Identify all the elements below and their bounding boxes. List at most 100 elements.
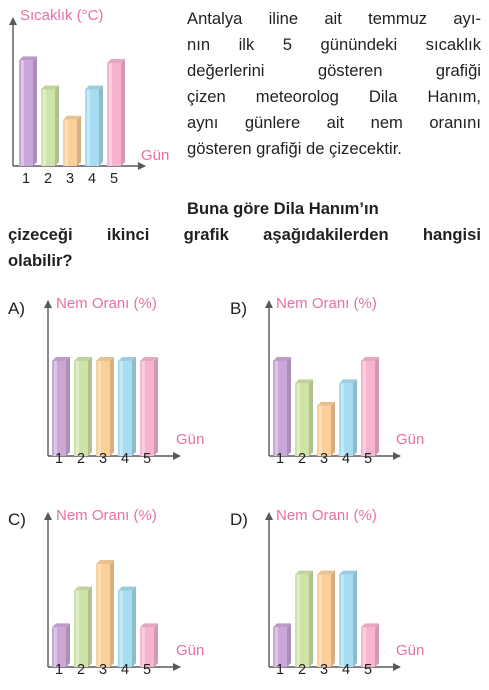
bar-sicaklik-5	[107, 63, 121, 166]
option-label: A)	[8, 299, 25, 318]
y-axis-arrow	[265, 300, 273, 308]
x-tick-label: 1	[275, 662, 285, 678]
bar-side-B-2	[309, 379, 313, 456]
bar-A-2	[74, 360, 88, 456]
intro-line: aynı günlere ait nem oranını	[187, 113, 481, 132]
bar-highlight-sicaklik-1	[21, 60, 24, 166]
bar-highlight-B-1	[275, 360, 278, 456]
x-axis-label: Gün	[396, 431, 425, 448]
bar-top-C-3	[96, 560, 114, 565]
bar-highlight-C-3	[98, 564, 101, 667]
chart-title: Nem Oranı (%)	[56, 295, 157, 312]
bar-side-B-3	[331, 401, 335, 456]
bar-highlight-A-4	[120, 360, 123, 456]
bar-top-C-4	[118, 586, 136, 591]
bar-top-B-2	[295, 379, 313, 384]
bar-top-D-1	[273, 623, 291, 628]
x-tick-label: 5	[363, 662, 373, 678]
bar-side-A-5	[154, 356, 158, 456]
chart-title: Sıcaklık (°C)	[20, 7, 104, 24]
intro-line: Antalya iline ait temmuz ayı-	[187, 9, 481, 28]
x-tick-label: 2	[297, 662, 307, 678]
bar-sicaklik-2	[41, 89, 55, 166]
x-tick-label: 5	[363, 451, 373, 467]
y-axis-arrow	[44, 300, 52, 308]
bar-top-D-4	[339, 570, 357, 575]
bar-highlight-D-3	[319, 574, 322, 667]
bar-side-sicaklik-4	[99, 85, 103, 166]
bar-B-1	[273, 360, 287, 456]
x-tick-label: 3	[319, 451, 329, 467]
bar-A-5	[140, 360, 154, 456]
bar-top-sicaklik-2	[41, 85, 59, 90]
question-text: Buna göre Dila Hanım’ın çizeceği ikinci …	[8, 196, 481, 274]
x-tick-label: 4	[341, 662, 351, 678]
x-tick-label: 4	[341, 451, 351, 467]
bar-D-3	[317, 574, 331, 667]
bar-side-C-1	[66, 623, 70, 667]
bar-highlight-sicaklik-3	[65, 119, 68, 166]
bar-D-4	[339, 574, 353, 667]
bar-top-C-2	[74, 586, 92, 591]
bar-side-B-1	[287, 356, 291, 456]
bar-side-A-3	[110, 356, 114, 456]
intro-line: gösteren grafiği de çizecektir.	[187, 139, 402, 158]
bar-highlight-C-1	[54, 627, 57, 667]
bar-top-A-4	[118, 356, 136, 361]
bar-B-2	[295, 383, 309, 456]
bar-D-2	[295, 574, 309, 667]
bar-C-2	[74, 590, 88, 667]
bar-highlight-sicaklik-2	[43, 89, 46, 166]
bar-top-D-2	[295, 570, 313, 575]
bar-B-5	[361, 360, 375, 456]
bar-top-sicaklik-3	[63, 115, 81, 120]
bar-top-sicaklik-1	[19, 56, 37, 61]
bar-D-1	[273, 627, 287, 667]
bar-side-B-4	[353, 379, 357, 456]
bar-highlight-C-2	[76, 590, 79, 667]
bar-C-4	[118, 590, 132, 667]
x-axis-arrow	[173, 452, 181, 460]
x-axis-label: Gün	[176, 431, 205, 448]
x-tick-label: 5	[142, 451, 152, 467]
bar-A-3	[96, 360, 110, 456]
bar-highlight-A-2	[76, 360, 79, 456]
x-tick-label: 1	[54, 662, 64, 678]
question-line: Buna göre Dila Hanım’ın	[187, 199, 379, 218]
x-tick-label: 4	[87, 171, 97, 187]
bar-side-C-3	[110, 560, 114, 667]
bar-C-3	[96, 564, 110, 667]
bar-top-sicaklik-4	[85, 85, 103, 90]
bar-highlight-D-4	[341, 574, 344, 667]
x-tick-label: 4	[120, 451, 130, 467]
bar-side-A-2	[88, 356, 92, 456]
option-label: C)	[8, 510, 26, 529]
bar-highlight-A-1	[54, 360, 57, 456]
bar-highlight-D-2	[297, 574, 300, 667]
bar-top-A-1	[52, 356, 70, 361]
bar-side-sicaklik-5	[121, 59, 125, 166]
bar-side-D-2	[309, 570, 313, 667]
intro-line: çizen meteorolog Dila Hanım,	[187, 87, 481, 106]
bar-sicaklik-1	[19, 60, 33, 166]
bar-side-D-3	[331, 570, 335, 667]
x-axis-arrow	[393, 663, 401, 671]
bar-B-3	[317, 405, 331, 456]
x-tick-label: 1	[21, 171, 31, 187]
bar-highlight-sicaklik-4	[87, 89, 90, 166]
bar-top-A-5	[140, 356, 158, 361]
bar-top-C-1	[52, 623, 70, 628]
intro-paragraph: Antalya iline ait temmuz ayı- nın ilk 5 …	[187, 6, 481, 162]
bar-top-C-5	[140, 623, 158, 628]
bar-highlight-B-3	[319, 405, 322, 456]
y-axis-arrow	[265, 512, 273, 520]
y-axis-arrow	[44, 512, 52, 520]
bar-side-A-4	[132, 356, 136, 456]
bar-side-C-5	[154, 623, 158, 667]
bar-highlight-A-5	[142, 360, 145, 456]
bar-highlight-B-4	[341, 383, 344, 456]
chart-title: Nem Oranı (%)	[276, 295, 377, 312]
x-axis-arrow	[138, 162, 146, 170]
bar-side-D-4	[353, 570, 357, 667]
